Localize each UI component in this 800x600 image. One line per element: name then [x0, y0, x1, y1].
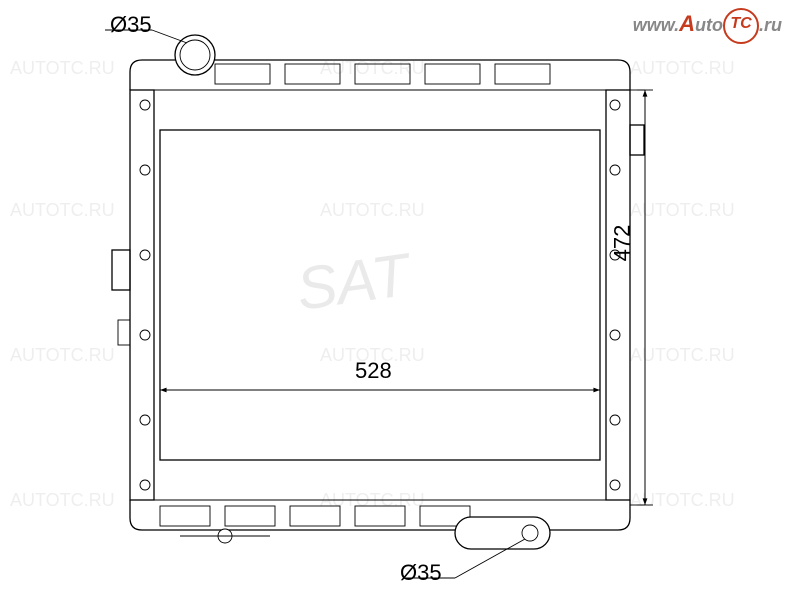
dim-port-bottom-label: Ø35 — [400, 560, 442, 586]
dim-height-label: 472 — [609, 225, 635, 262]
dim-port-top-label: Ø35 — [110, 12, 152, 38]
diagram-canvas: AUTOTC.RUAUTOTC.RUAUTOTC.RUAUTOTC.RUAUTO… — [0, 0, 800, 600]
svg-text:SAT: SAT — [292, 240, 417, 323]
dim-width-label: 528 — [355, 358, 392, 384]
technical-drawing: SAT — [0, 0, 800, 600]
